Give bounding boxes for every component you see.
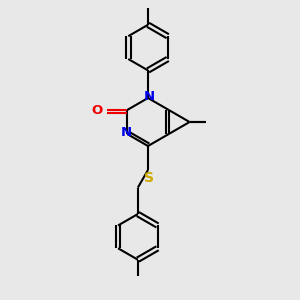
Text: N: N [143,91,155,103]
Text: S: S [144,171,154,185]
Text: O: O [92,103,103,116]
Text: N: N [121,127,132,140]
